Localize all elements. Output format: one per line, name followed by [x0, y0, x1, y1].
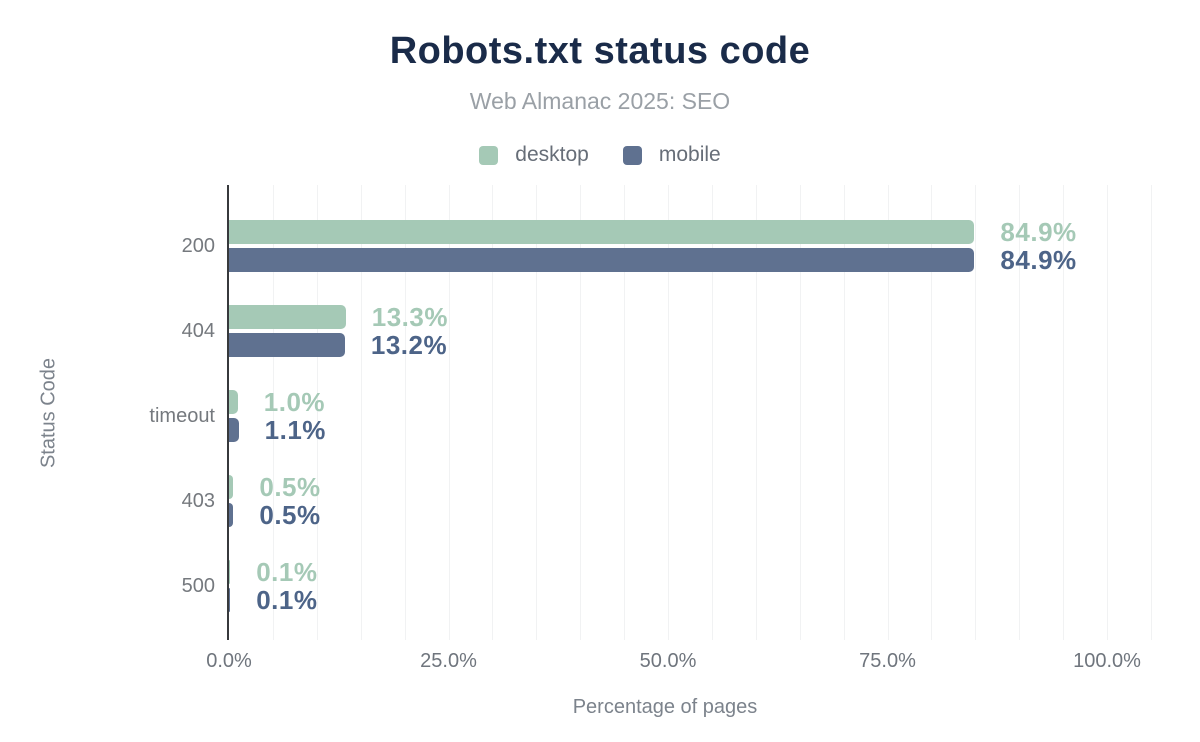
gridline [448, 185, 450, 640]
bar-desktop-200[interactable] [229, 220, 975, 244]
gridline [272, 185, 274, 640]
value-label-desktop-404: 13.3% [371, 302, 448, 332]
gridline [887, 185, 889, 640]
gridline [360, 185, 362, 640]
gridline [1107, 185, 1108, 640]
mobile-series-swatch [622, 145, 642, 165]
value-label-mobile-404: 13.2% [370, 330, 448, 360]
value-label-mobile-200: 84.9% [1000, 245, 1077, 275]
category-label-403: 403 [181, 490, 215, 512]
category-label-500: 500 [181, 575, 215, 597]
gridline [624, 185, 626, 640]
legend-item-mobile[interactable]: mobile [622, 143, 721, 167]
gridline [755, 185, 757, 640]
x-tick-label-50: 50.0% [639, 650, 697, 672]
bar-desktop-403[interactable] [229, 475, 234, 499]
bar-desktop-timeout[interactable] [229, 390, 238, 414]
gridline [316, 185, 318, 640]
bar-desktop-500[interactable] [229, 560, 231, 584]
x-tick-label-75: 75.0% [859, 650, 916, 672]
bar-mobile-404[interactable] [229, 333, 345, 357]
legend-label-desktop: desktop [515, 143, 589, 166]
gridline [492, 185, 494, 640]
chart-subtitle: Web Almanac 2025: SEO [469, 88, 731, 114]
gridline [931, 185, 933, 640]
category-label-timeout: timeout [149, 405, 215, 427]
x-tick-label-25: 25.0% [420, 650, 477, 672]
legend: desktop mobile [0, 142, 1200, 168]
bar-mobile-403[interactable] [229, 503, 234, 527]
value-label-desktop-403: 0.5% [259, 472, 321, 502]
value-label-desktop-timeout: 1.0% [263, 387, 326, 417]
gridline [711, 185, 713, 640]
category-label-200: 200 [181, 235, 215, 257]
value-label-desktop-500: 0.1% [256, 557, 318, 587]
gridline [1150, 185, 1152, 640]
bar-mobile-200[interactable] [229, 248, 975, 272]
gridline [843, 185, 845, 640]
gridline [404, 185, 406, 640]
bar-mobile-500[interactable] [229, 588, 231, 612]
legend-item-desktop[interactable]: desktop [479, 143, 589, 167]
gridline [799, 185, 801, 640]
gridline [536, 185, 538, 640]
gridline [580, 185, 582, 640]
gridline [975, 185, 977, 640]
gridline [668, 185, 669, 640]
gridline [1063, 185, 1065, 640]
x-axis-title: Percentage of pages [572, 696, 758, 718]
legend-label-mobile: mobile [658, 143, 721, 166]
bar-mobile-timeout[interactable] [229, 418, 239, 442]
value-label-desktop-200: 84.9% [1000, 217, 1077, 247]
x-tick-label-0: 0.0% [206, 650, 252, 672]
value-label-mobile-500: 0.1% [256, 585, 318, 615]
chart-title: Robots.txt status code [389, 30, 811, 72]
category-label-404: 404 [181, 320, 215, 342]
plot-area: 84.9% 84.9% 13.3% 13.2% 1.0% 1.1% 0.5% 0.5% 0.1%… [206, 185, 1152, 672]
bar-desktop-404[interactable] [229, 305, 346, 329]
desktop-series-swatch [479, 145, 499, 165]
value-label-mobile-403: 0.5% [259, 500, 321, 530]
x-tick-label-100: 100.0% [1073, 650, 1141, 672]
value-label-mobile-timeout: 1.1% [264, 415, 326, 445]
gridline [1019, 185, 1021, 640]
